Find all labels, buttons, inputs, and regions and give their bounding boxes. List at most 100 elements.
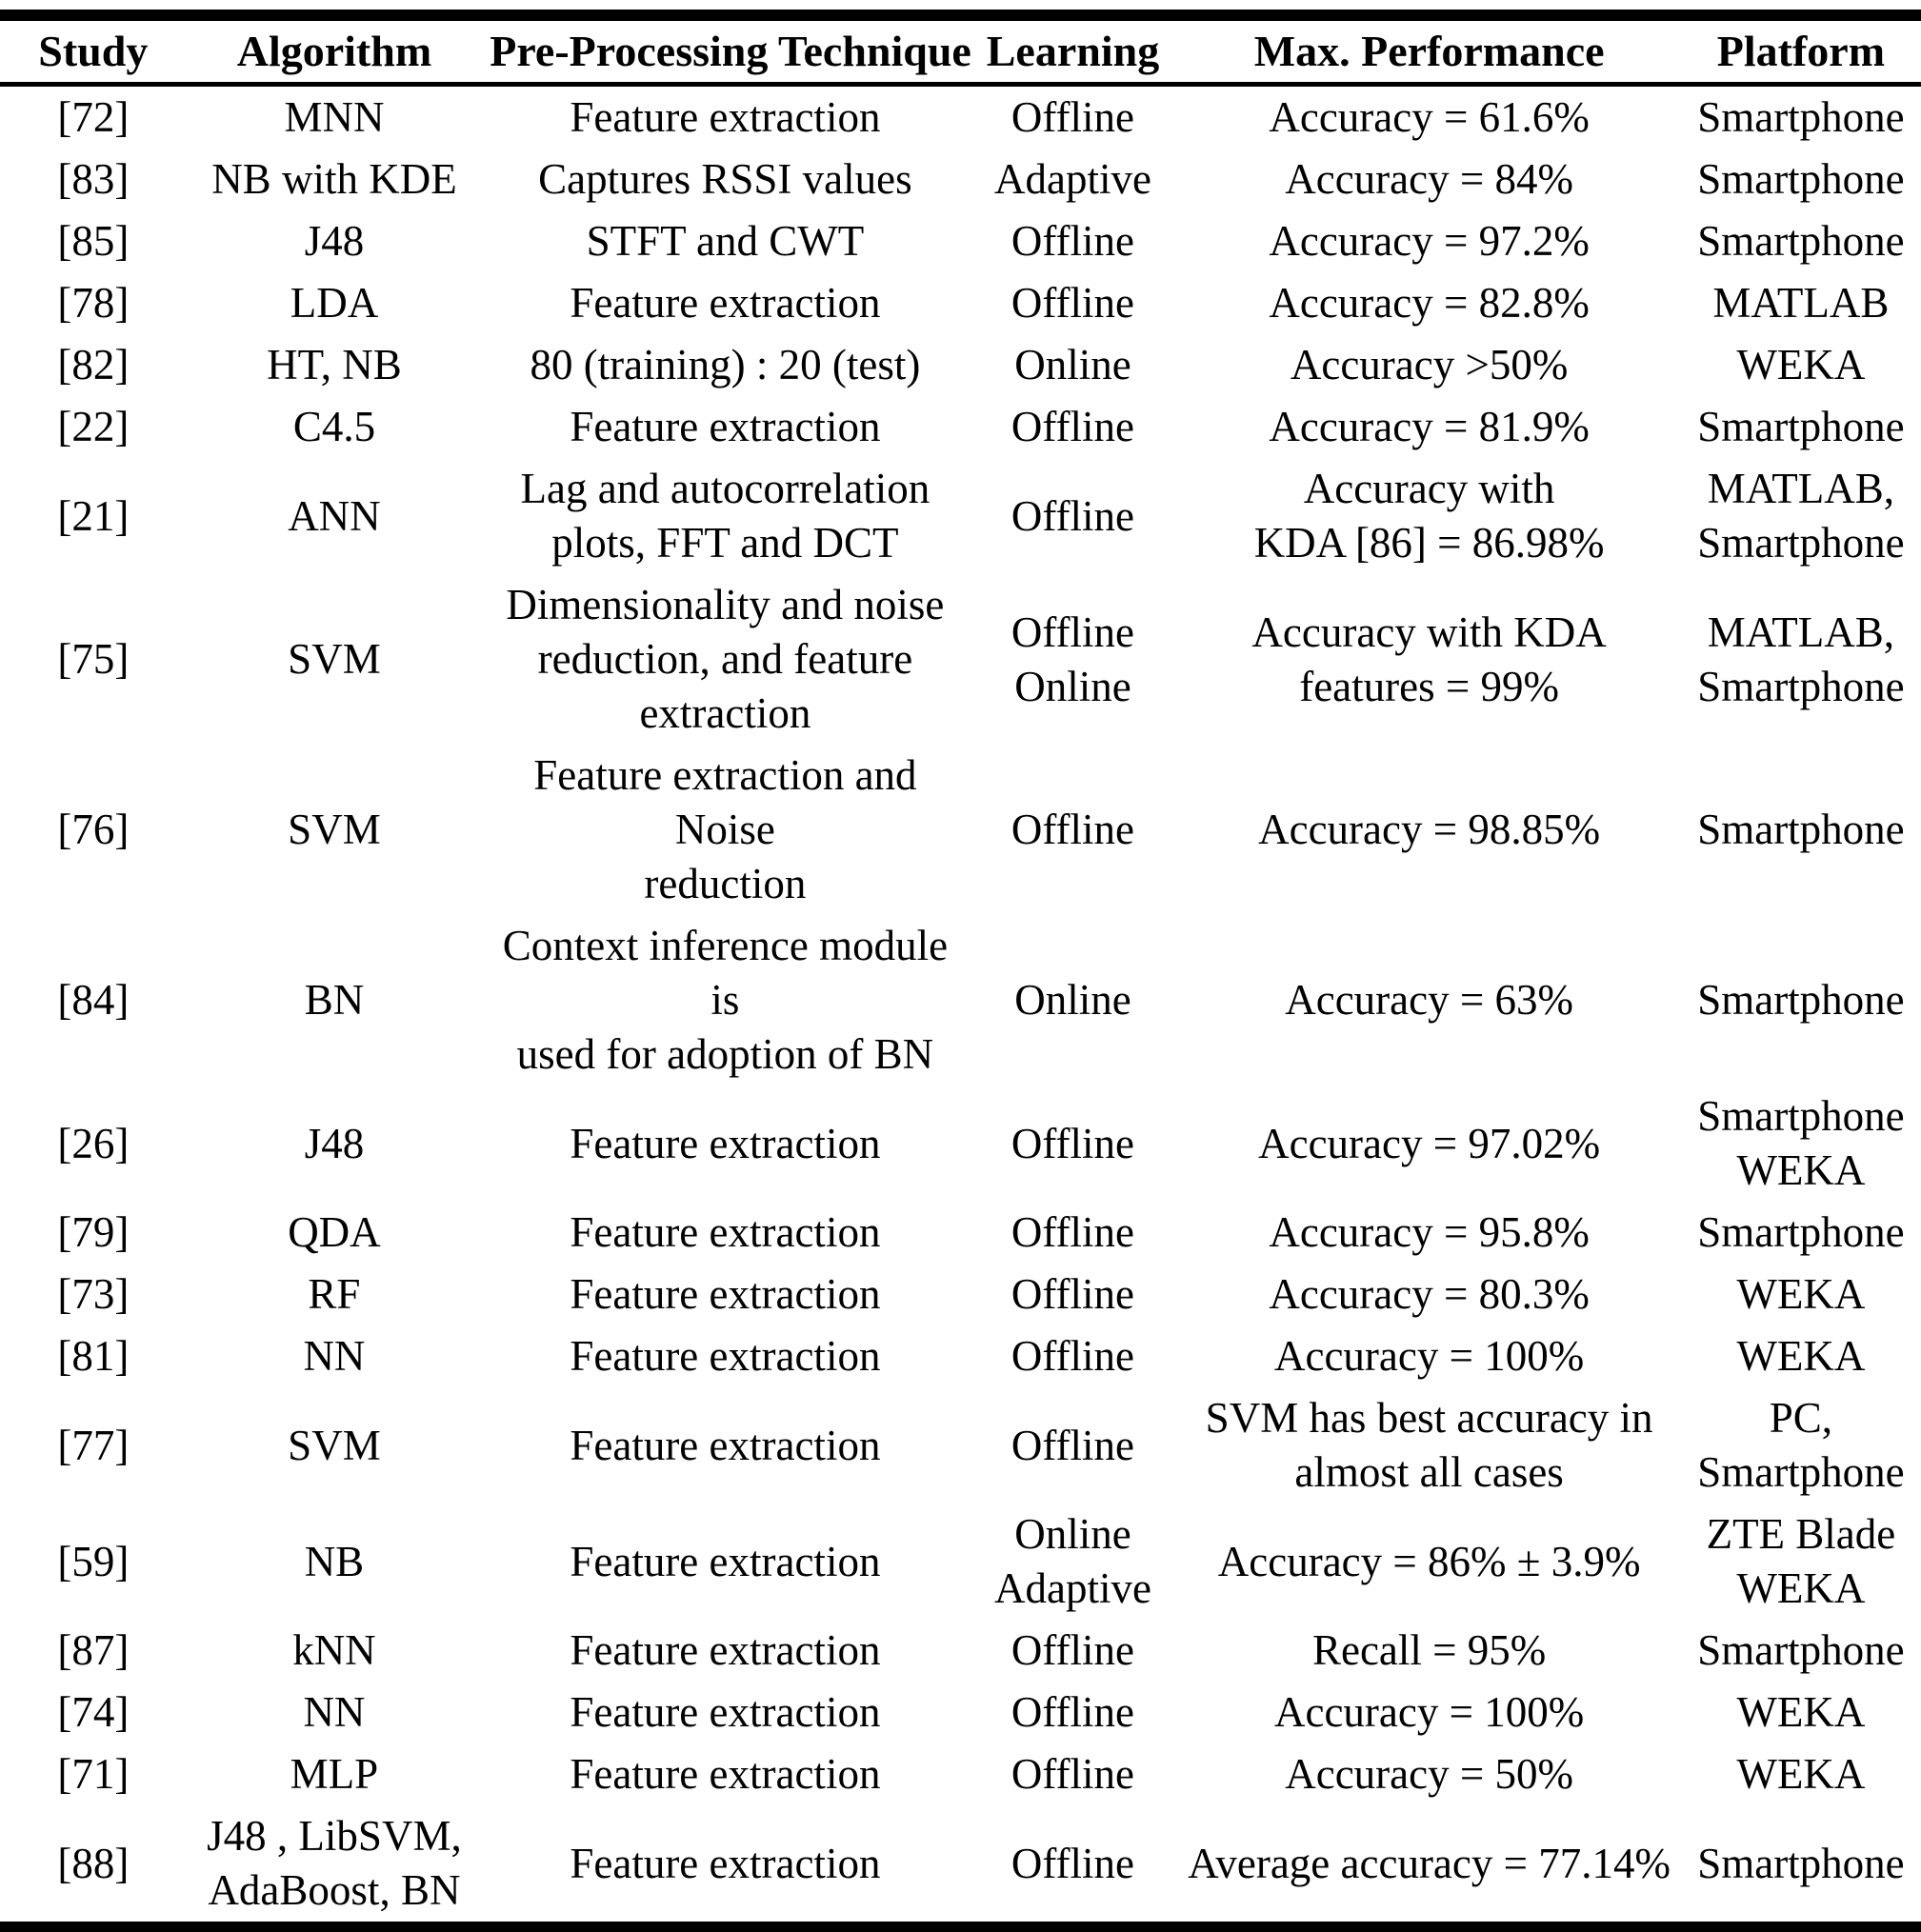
- table-cell: [82]: [0, 334, 187, 396]
- cell-line: Accuracy = 61.6%: [1269, 93, 1590, 141]
- table-row: [72] MNN Feature extraction Offline Accuracy…: [0, 85, 1921, 149]
- cell-line: Offline: [1011, 607, 1135, 656]
- cell-line: Accuracy with KDA: [1251, 607, 1607, 656]
- table-cell: Offline: [969, 272, 1178, 334]
- cell-line: LDA: [290, 279, 379, 327]
- cell-line: reduction: [644, 860, 807, 907]
- cell-line: Accuracy = 98.85%: [1258, 806, 1601, 853]
- table-cell: Feature extraction: [482, 1620, 968, 1682]
- table-cell: Feature extraction: [482, 1264, 968, 1325]
- cell-line: [75]: [57, 635, 130, 683]
- table-cell: Feature extraction: [482, 1743, 968, 1805]
- cell-line: Offline: [1011, 93, 1135, 141]
- cell-line: Online: [1014, 341, 1131, 388]
- study-comparison-table: Study Algorithm Pre-Processing Technique…: [0, 10, 1921, 1932]
- table-cell: MATLAB, Smartphone: [1681, 458, 1921, 574]
- cell-line: QDA: [288, 1208, 381, 1256]
- table-row: [87] kNN Feature extraction Offline Recall =…: [0, 1620, 1921, 1682]
- table-cell: Smartphone: [1681, 1620, 1921, 1682]
- cell-line: Offline: [1011, 1839, 1135, 1887]
- table-cell: J48: [187, 1086, 483, 1202]
- cell-line: PC,: [1769, 1394, 1833, 1442]
- cell-line: WEKA: [1736, 1270, 1866, 1318]
- table-cell: Accuracy = 80.3%: [1177, 1264, 1680, 1325]
- table-cell: [79]: [0, 1202, 187, 1264]
- table-cell: Offline: [969, 210, 1178, 272]
- table-cell: Feature extraction: [482, 1387, 968, 1504]
- table-cell: Accuracy = 95.8%: [1177, 1202, 1680, 1264]
- table-row: [73] RF Feature extraction Offline Accuracy …: [0, 1264, 1921, 1325]
- cell-line: Feature extraction: [570, 1421, 881, 1469]
- cell-line: Feature extraction: [570, 1626, 881, 1674]
- cell-line: Feature extraction: [570, 1270, 881, 1318]
- cell-line: Offline: [1011, 279, 1135, 327]
- table-row: [74] NN Feature extraction Offline Accuracy …: [0, 1682, 1921, 1743]
- table-cell: Accuracy >50%: [1177, 334, 1680, 396]
- table-cell: [81]: [0, 1325, 187, 1387]
- table-cell: [26]: [0, 1086, 187, 1202]
- cell-line: [81]: [57, 1332, 130, 1380]
- table-cell: 80 (training) : 20 (test): [482, 334, 968, 396]
- cell-line: Average accuracy = 77.14%: [1188, 1839, 1671, 1887]
- cell-line: Accuracy = 86% ± 3.9%: [1217, 1537, 1641, 1585]
- table-cell: Captures RSSI values: [482, 149, 968, 210]
- table-cell: Offline Online: [969, 574, 1178, 745]
- cell-line: Captures RSSI values: [538, 155, 912, 203]
- table-cell: [21]: [0, 458, 187, 574]
- cell-line: Feature extraction: [570, 1119, 881, 1167]
- table-cell: Smartphone: [1681, 149, 1921, 210]
- cell-line: Offline: [1011, 806, 1135, 853]
- cell-line: Offline: [1011, 1750, 1135, 1798]
- cell-line: [71]: [57, 1750, 130, 1798]
- table-row: [81] NN Feature extraction Offline Accuracy …: [0, 1325, 1921, 1387]
- cell-line: WEKA: [1736, 1146, 1866, 1194]
- table-cell: NB with KDE: [187, 149, 483, 210]
- table-cell: SVM: [187, 1387, 483, 1504]
- cell-line: WEKA: [1736, 341, 1866, 388]
- cell-line: AdaBoost, BN: [208, 1866, 461, 1914]
- table-cell: STFT and CWT: [482, 210, 968, 272]
- cell-line: [78]: [57, 279, 130, 327]
- cell-line: almost all cases: [1294, 1448, 1564, 1496]
- cell-line: Accuracy = 97.2%: [1269, 217, 1590, 265]
- cell-line: Online: [1014, 1510, 1131, 1558]
- table-cell: [72]: [0, 85, 187, 149]
- cell-line: Smartphone: [1697, 519, 1905, 567]
- table-cell: J48: [187, 210, 483, 272]
- cell-line: WEKA: [1736, 1564, 1866, 1612]
- cell-line: Feature extraction and Noise: [533, 751, 917, 853]
- cell-line: BN: [304, 976, 365, 1024]
- table-cell: Accuracy = 82.8%: [1177, 272, 1680, 334]
- table-cell: Context inference module is used for adop…: [482, 915, 968, 1086]
- table-cell: Smartphone: [1681, 745, 1921, 915]
- table-cell: Accuracy = 97.02%: [1177, 1086, 1680, 1202]
- column-header-study: Study: [0, 15, 187, 87]
- cell-line: [73]: [57, 1270, 130, 1318]
- cell-line: NB: [304, 1537, 365, 1585]
- cell-line: MLP: [290, 1750, 379, 1798]
- cell-line: Recall = 95%: [1311, 1626, 1547, 1674]
- cell-line: Accuracy = 97.02%: [1258, 1119, 1601, 1167]
- table-cell: Offline: [969, 1620, 1178, 1682]
- column-header-algorithm: Algorithm: [186, 15, 483, 87]
- cell-line: RF: [308, 1270, 361, 1318]
- table-cell: [22]: [0, 396, 187, 458]
- cell-line: J48: [304, 217, 365, 265]
- cell-line: Feature extraction: [570, 1332, 881, 1380]
- cell-line: Smartphone: [1697, 403, 1905, 450]
- table-cell: Offline: [969, 1086, 1178, 1202]
- table-row: [22] C4.5 Feature extraction Offline Accurac…: [0, 396, 1921, 458]
- table-cell: Feature extraction: [482, 1325, 968, 1387]
- table-cell: Accuracy = 61.6%: [1177, 85, 1680, 149]
- table-cell: [78]: [0, 272, 187, 334]
- cell-line: Offline: [1011, 1421, 1135, 1469]
- table-cell: kNN: [187, 1620, 483, 1682]
- cell-line: Feature extraction: [570, 1839, 881, 1887]
- table-cell: Feature extraction and Noise reduction: [482, 745, 968, 915]
- table-cell: RF: [187, 1264, 483, 1325]
- table-cell: SVM has best accuracy in almost all cases: [1177, 1387, 1680, 1504]
- cell-line: HT, NB: [267, 341, 402, 388]
- cell-line: Feature extraction: [570, 403, 881, 450]
- table-cell: [76]: [0, 745, 187, 915]
- cell-line: Offline: [1011, 1626, 1135, 1674]
